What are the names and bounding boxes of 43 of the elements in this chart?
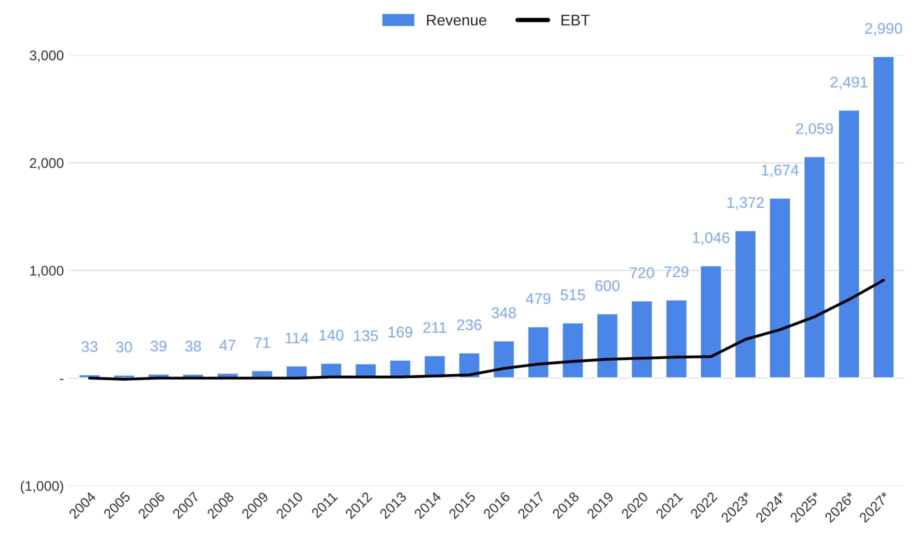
bar <box>492 340 516 379</box>
bar <box>630 300 654 379</box>
data-label: 515 <box>560 290 585 300</box>
data-label: 211 <box>423 322 446 333</box>
y-tick-label: (1,000) <box>20 480 64 494</box>
bar <box>700 264 722 379</box>
data-label: 33 <box>82 341 98 352</box>
data-label: 2,491 <box>830 76 868 90</box>
data-label: 2,990 <box>865 22 902 36</box>
bar <box>526 326 550 379</box>
data-label: 1,674 <box>762 164 799 178</box>
data-label: 236 <box>457 319 482 330</box>
data-label: 38 <box>185 340 201 352</box>
data-label: 140 <box>320 330 344 341</box>
data-label: 30 <box>116 342 132 352</box>
bar <box>838 109 860 379</box>
legend-label: EBT <box>562 14 590 26</box>
bar <box>768 197 792 379</box>
data-label: 479 <box>526 293 550 304</box>
data-label: 2,059 <box>796 123 833 136</box>
data-label: 47 <box>219 340 236 350</box>
y-tick-label: 1,000 <box>30 266 64 278</box>
bar <box>561 322 584 379</box>
y-tick-label: - <box>60 378 64 380</box>
bar <box>665 298 688 379</box>
y-tick-label: 3,000 <box>30 50 64 62</box>
bar <box>596 312 619 379</box>
data-label: 729 <box>664 266 688 278</box>
data-label: 600 <box>595 280 620 292</box>
data-label: 114 <box>286 332 308 344</box>
data-label: 1,046 <box>692 232 730 245</box>
data-label: 348 <box>492 307 516 318</box>
data-label: 39 <box>150 340 166 352</box>
bar <box>872 56 895 379</box>
data-label: 720 <box>630 267 654 278</box>
legend-label: Revenue <box>427 14 486 26</box>
data-label: 135 <box>354 330 378 342</box>
data-label: 169 <box>388 326 412 338</box>
bar <box>734 230 757 379</box>
bar <box>803 156 826 379</box>
data-label: 1,372 <box>727 197 764 210</box>
y-tick-label: 2,000 <box>30 158 64 170</box>
data-label: 71 <box>254 337 270 348</box>
